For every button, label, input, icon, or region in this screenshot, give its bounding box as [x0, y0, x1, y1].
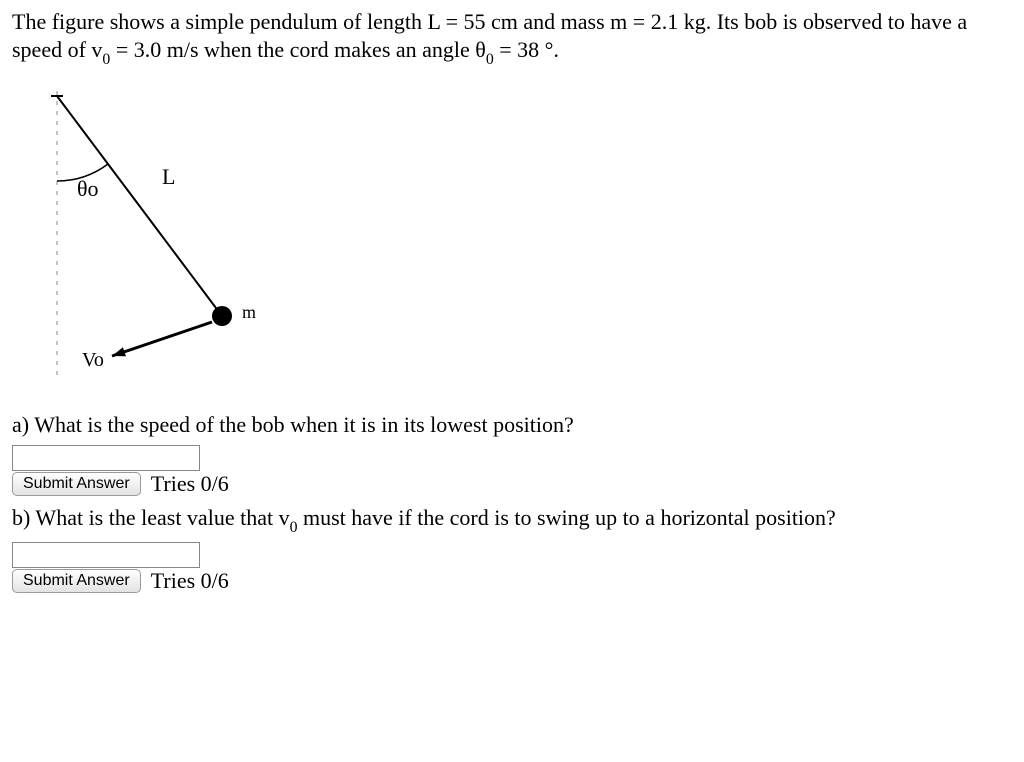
text: must have if the cord is to swing up to …: [298, 505, 836, 530]
answer-input-b[interactable]: [12, 542, 200, 568]
m-value: 2.1: [651, 9, 679, 34]
question-b: b) What is the least value that v0 must …: [12, 505, 1012, 535]
text: b) What is the least value that v: [12, 505, 290, 530]
v-subscript: 0: [290, 519, 298, 536]
svg-text:m: m: [242, 302, 256, 322]
v0-value: 3.0: [134, 37, 162, 62]
tries-a: Tries 0/6: [151, 471, 229, 497]
svg-text:Vo: Vo: [82, 349, 104, 371]
svg-text:θo: θo: [77, 176, 99, 201]
theta-subscript: 0: [486, 51, 494, 68]
L-value: 55: [464, 9, 486, 34]
text: =: [110, 37, 133, 62]
problem-statement: The figure shows a simple pendulum of le…: [12, 8, 1012, 68]
submit-button-a[interactable]: Submit Answer: [12, 472, 141, 496]
tries-b: Tries 0/6: [151, 568, 229, 594]
theta0-value: 38: [517, 37, 539, 62]
text: °.: [539, 37, 559, 62]
question-a: a) What is the speed of the bob when it …: [12, 412, 1012, 438]
v-subscript: 0: [102, 51, 110, 68]
text: m/s when the cord makes an angle θ: [161, 37, 486, 62]
submit-button-b[interactable]: Submit Answer: [12, 569, 141, 593]
text: The figure shows a simple pendulum of le…: [12, 9, 464, 34]
svg-text:L: L: [162, 164, 175, 189]
text: =: [494, 37, 517, 62]
text: cm and mass m =: [486, 9, 651, 34]
answer-input-a[interactable]: [12, 445, 200, 471]
pendulum-diagram: θo Lm Vo: [22, 86, 1012, 392]
pendulum-svg: θo Lm Vo: [22, 86, 282, 386]
